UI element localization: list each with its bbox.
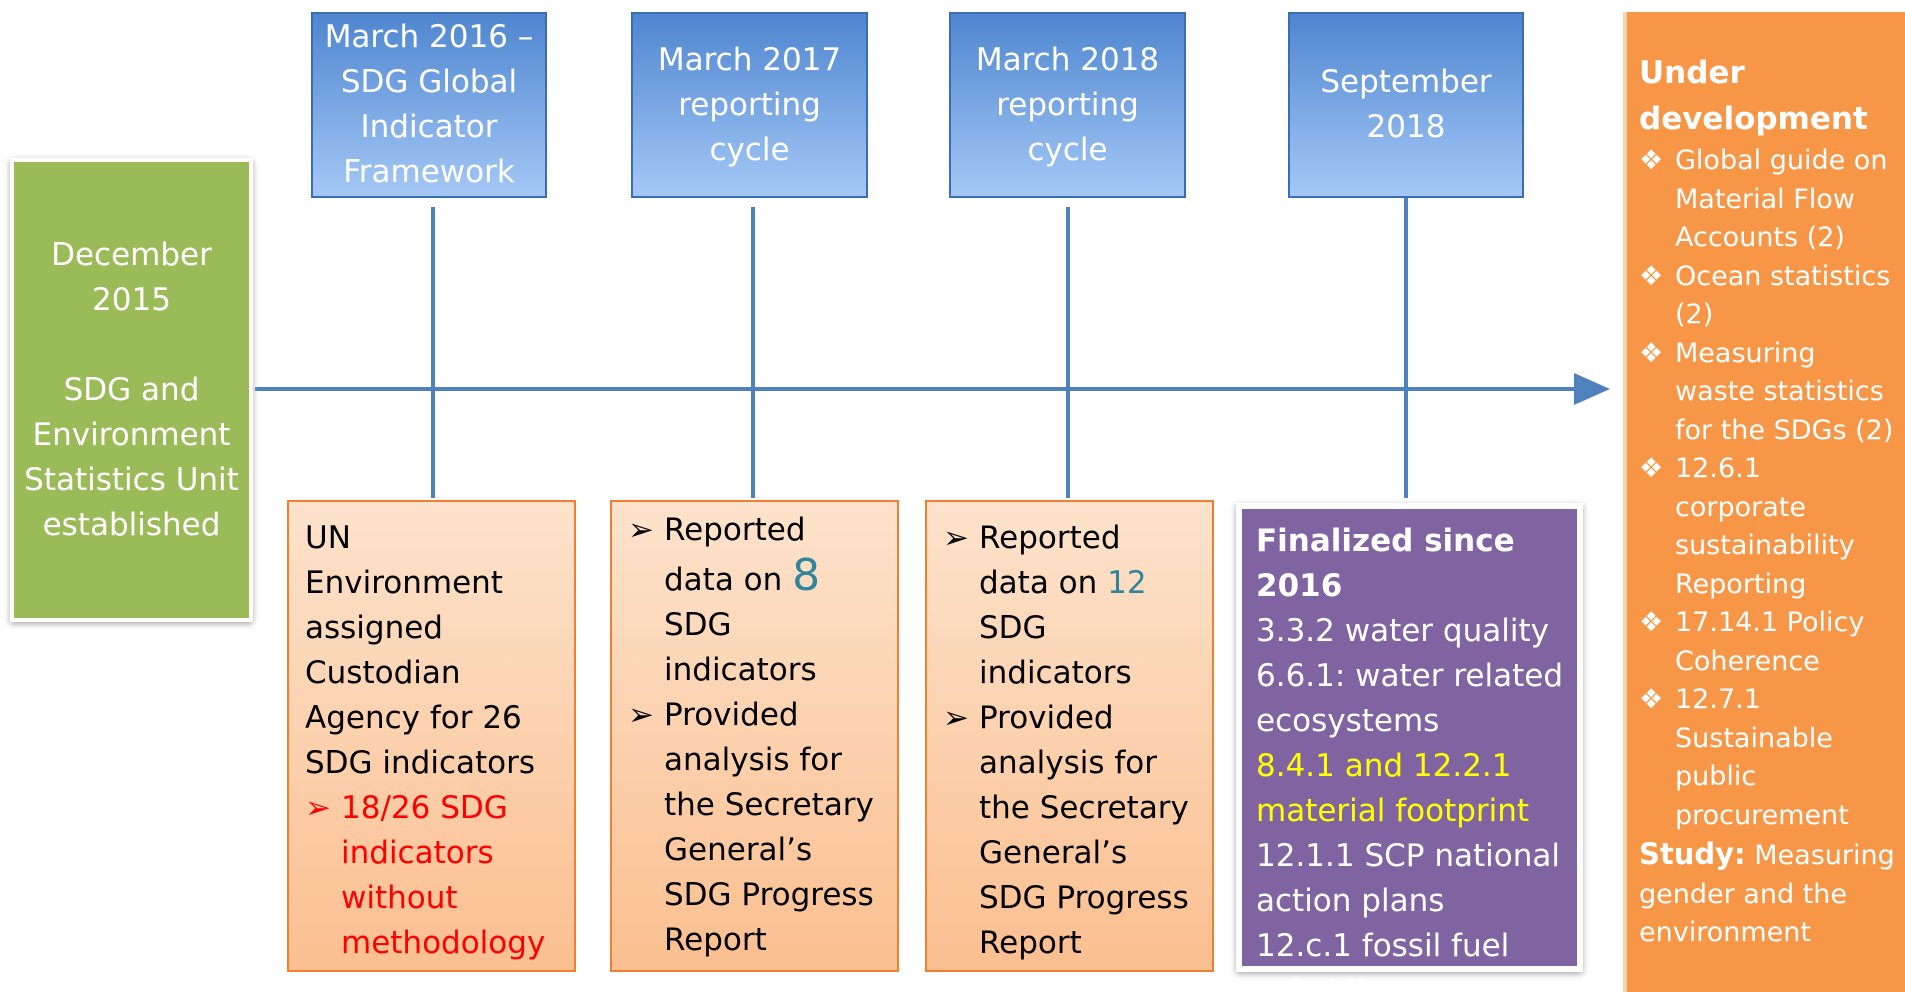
milestone-title: March 2016 – SDG Global Indicator Framew…	[311, 12, 547, 198]
under-development-box: Under development Global guide on Materi…	[1623, 12, 1905, 992]
finalized-list: 3.3.2 water quality 6.6.1: water related …	[1256, 609, 1563, 992]
detail-box: Reported data on 12 SDG indicators Provi…	[925, 500, 1214, 972]
finalized-box: Finalized since 2016 3.3.2 water quality…	[1236, 503, 1583, 992]
dev-item: 12.6.1 corporate sustainability Reportin…	[1639, 450, 1895, 604]
finalized-item: 12.1.1 SCP national action plans	[1256, 838, 1560, 919]
timeline-ticks	[431, 198, 1408, 498]
analysis: Provided analysis for the Secretary Gene…	[943, 696, 1196, 966]
dev-item: Measuring waste statistics for the SDGs …	[1639, 335, 1895, 451]
finalized-item: 12.c.1 fossil fuel subsidies	[1256, 928, 1510, 992]
finalized-item: 3.3.2 water quality	[1256, 613, 1549, 649]
finalized-item: 6.6.1: water related ecosystems	[1256, 658, 1564, 739]
dev-item: 12.7.1 Sustainable public procurement	[1639, 681, 1895, 835]
start-box: December 2015 SDG and Environment Statis…	[10, 158, 253, 622]
detail-box: Reported data on 8 SDG indicators Provid…	[610, 500, 899, 972]
start-subtitle: SDG and Environment Statistics Unit esta…	[24, 371, 239, 543]
finalized-item: 8.4.1 and 12.2.1 material footprint	[1256, 748, 1530, 829]
finalized-heading: Finalized since 2016	[1256, 523, 1515, 604]
milestone-title: March 2018 reporting cycle	[949, 12, 1186, 198]
milestone-title: March 2017 reporting cycle	[631, 12, 868, 198]
dev-list: Global guide on Material Flow Accounts (…	[1639, 142, 1895, 835]
start-title: December 2015	[51, 236, 212, 318]
dev-item: Ocean statistics (2)	[1639, 258, 1895, 335]
reported: Reported data on 8 SDG indicators	[628, 508, 881, 693]
dev-item: 17.14.1 Policy Coherence	[1639, 604, 1895, 681]
detail-box: UN Environment assigned Custodian Agency…	[287, 500, 576, 972]
analysis: Provided analysis for the Secretary Gene…	[628, 693, 881, 963]
detail-alert: 18/26 SDG indicators without methodology	[305, 786, 558, 966]
study: Study: Measuring gender and the environm…	[1639, 837, 1895, 948]
reported: Reported data on 12 SDG indicators	[943, 516, 1196, 696]
detail-text: UN Environment assigned Custodian Agency…	[305, 520, 536, 781]
dev-item: Global guide on Material Flow Accounts (…	[1639, 142, 1895, 258]
milestone-title: September 2018	[1288, 12, 1524, 198]
dev-heading: Under development	[1639, 55, 1868, 137]
